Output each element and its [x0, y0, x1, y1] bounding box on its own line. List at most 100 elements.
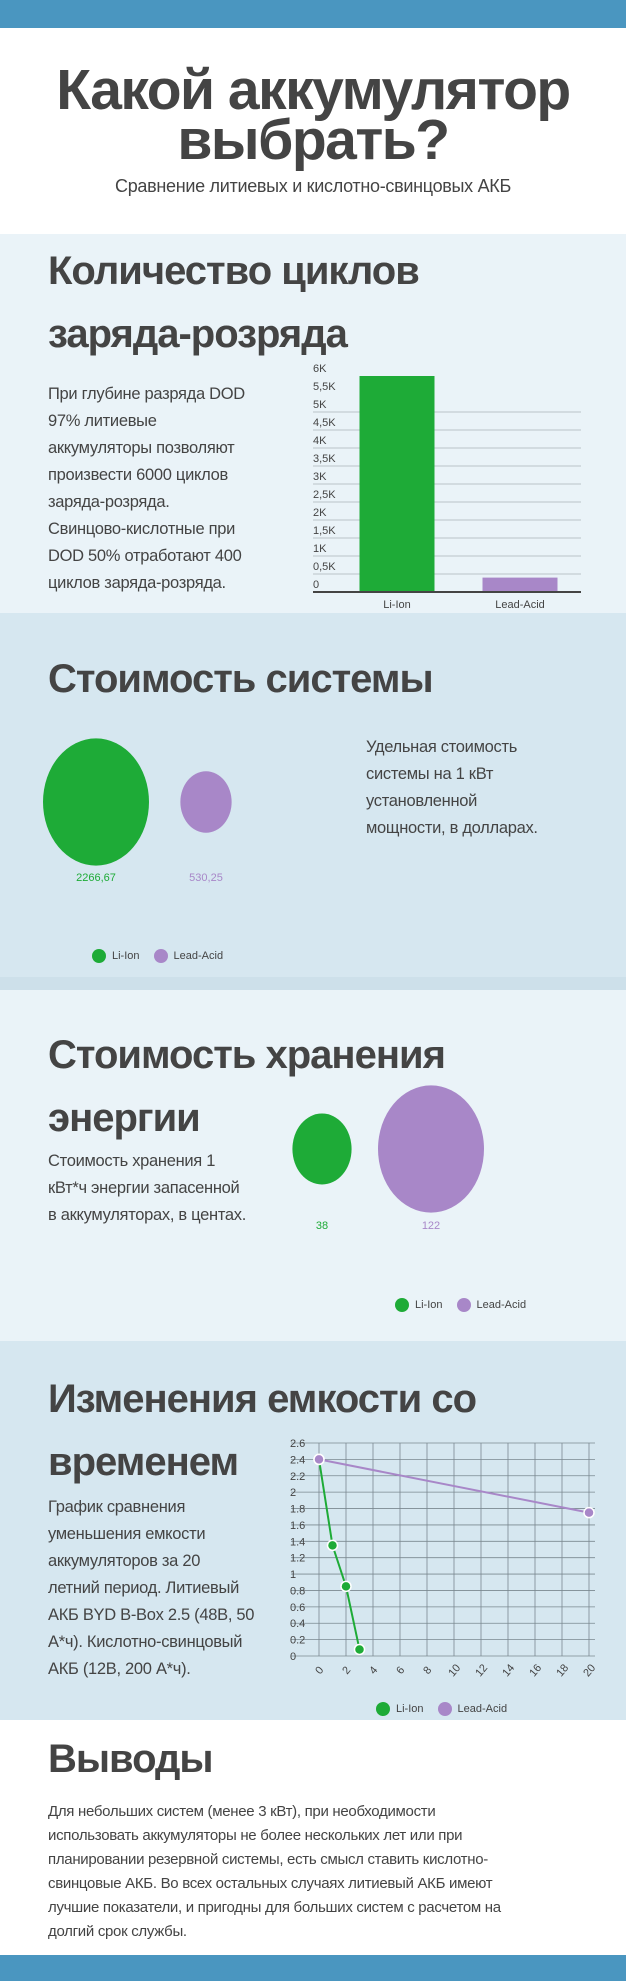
- conclusion-title: Выводы: [48, 1737, 214, 1781]
- y-tick-label: 0.8: [290, 1585, 305, 1597]
- text-line: лучшие показатели, и пригодны для больши…: [48, 1899, 501, 1916]
- bubble-li-ion: [292, 1113, 352, 1185]
- bubble-lead-acid: [378, 1085, 484, 1213]
- x-tick-label: 2: [340, 1664, 353, 1676]
- text-line: АКБ BYD B-Box 2.5 (48В, 50: [48, 1606, 255, 1624]
- y-tick-label: 1K: [313, 543, 327, 555]
- header: Какой аккумулятор выбрать? Сравнение лит…: [0, 28, 626, 234]
- text-line: аккумуляторов за 20: [48, 1552, 201, 1570]
- y-tick-label: 5K: [313, 399, 327, 411]
- bubble-lead-acid: [180, 771, 232, 833]
- y-tick-label: 1.2: [290, 1553, 305, 1565]
- capacity-section: Изменения емкости со временем График сра…: [0, 1341, 626, 1720]
- text-line: График сравнения: [48, 1498, 186, 1516]
- text-line: использовать аккумуляторы не более неско…: [48, 1827, 463, 1844]
- conclusion-section: Выводы Для небольших систем (менее 3 кВт…: [0, 1720, 626, 1955]
- y-tick-label: 2.6: [290, 1438, 305, 1450]
- x-tick-label: 18: [554, 1662, 571, 1679]
- y-tick-label: 5,5K: [313, 381, 336, 393]
- y-tick-label: 4,5K: [313, 417, 336, 429]
- text-line: аккумуляторы позволяют: [48, 439, 235, 457]
- legend-label[interactable]: Li-Ion: [396, 1703, 424, 1715]
- data-point: [583, 1506, 595, 1519]
- storage-cost-section: Стоимость хранения энергии Стоимость хра…: [0, 990, 626, 1341]
- divider-stripe: [0, 977, 626, 990]
- text-line: кВт*ч энергии запасенной: [48, 1179, 240, 1197]
- cycles-text: При глубине разряда DOD 97% литиевые аккум…: [48, 381, 288, 597]
- y-tick-label: 1.8: [290, 1504, 305, 1516]
- legend-label[interactable]: Li-Ion: [112, 950, 140, 962]
- x-tick-label: 10: [446, 1662, 463, 1679]
- storage-cost-title-line1: Стоимость хранения: [48, 1033, 446, 1077]
- x-tick-label: 0: [313, 1664, 326, 1676]
- text-line: При глубине разряда DOD: [48, 385, 245, 403]
- y-tick-label: 2K: [313, 507, 327, 519]
- text-line: DOD 50% отработают 400: [48, 547, 242, 565]
- capacity-title-line2: временем: [48, 1440, 239, 1484]
- bubble-value-label: 2266,67: [76, 872, 116, 884]
- y-tick-label: 0.2: [290, 1635, 305, 1647]
- data-point: [340, 1580, 352, 1593]
- system-cost-text: Удельная стоимость системы на 1 кВт устано…: [366, 734, 606, 842]
- conclusion-text: Для небольших систем (менее 3 кВт), при …: [48, 1800, 608, 1944]
- legend-dot-li-ion-icon: [92, 949, 106, 963]
- legend-dot-lead-acid-icon: [456, 1298, 471, 1312]
- legend-label[interactable]: Lead-Acid: [457, 1703, 508, 1715]
- y-tick-label: 3K: [313, 471, 327, 483]
- x-tick-label: 16: [527, 1662, 544, 1679]
- text-line: долгий срок службы.: [48, 1923, 187, 1940]
- y-tick-label: 0,5K: [313, 561, 336, 573]
- text-line: произвести 6000 циклов: [48, 466, 228, 484]
- capacity-title-line1: Изменения емкости со: [48, 1377, 477, 1421]
- top-bar: [0, 0, 626, 28]
- capacity-legend: Li-Ion Lead-Acid: [376, 1702, 515, 1716]
- legend-label[interactable]: Lead-Acid: [173, 950, 224, 962]
- system-cost-section: Стоимость системы Удельная стоимость сист…: [0, 613, 626, 977]
- bubble-value-label: 38: [316, 1220, 328, 1232]
- legend-dot-lead-acid-icon: [437, 1702, 452, 1716]
- x-tick-label: Li-Ion: [383, 599, 411, 611]
- legend-dot-lead-acid-icon: [153, 949, 168, 963]
- data-point: [326, 1539, 339, 1552]
- x-tick-label: Lead-Acid: [495, 599, 545, 611]
- text-line: системы на 1 кВт: [366, 765, 494, 783]
- text-line: Удельная стоимость: [366, 738, 518, 756]
- page-title-line2: выбрать?: [177, 108, 450, 172]
- system-cost-legend: Li-Ion Lead-Acid: [92, 949, 231, 963]
- text-line: в аккумуляторах, в центах.: [48, 1206, 246, 1224]
- x-tick-label: 6: [394, 1664, 407, 1676]
- page-title-line1: Какой аккумулятор: [56, 58, 571, 122]
- cycles-title-line2: заряда-розряда: [48, 312, 348, 356]
- data-point: [353, 1643, 366, 1656]
- bubble-li-ion: [43, 738, 149, 866]
- storage-cost-text: Стоимость хранения 1 кВт*ч энергии запасе…: [48, 1148, 308, 1229]
- text-line: циклов заряда-розряда.: [48, 574, 226, 592]
- legend-dot-li-ion-icon: [376, 1702, 390, 1716]
- system-cost-title: Стоимость системы: [48, 657, 434, 701]
- legend-label[interactable]: Li-Ion: [415, 1299, 443, 1311]
- y-tick-label: 0: [290, 1651, 296, 1663]
- data-point: [313, 1453, 325, 1466]
- y-tick-label: 0.6: [290, 1602, 305, 1614]
- storage-cost-title-line2: энергии: [48, 1096, 201, 1140]
- capacity-text: График сравнения уменьшения емкости аккуму…: [48, 1494, 298, 1683]
- text-line: А*ч). Кислотно-свинцовый: [48, 1633, 243, 1651]
- legend-dot-li-ion-icon: [395, 1298, 409, 1312]
- y-tick-label: 1,5K: [313, 525, 336, 537]
- bar-li-ion: [359, 376, 435, 592]
- text-line: 97% литиевые: [48, 412, 157, 430]
- y-tick-label: 3,5K: [313, 453, 336, 465]
- text-line: Свинцово-кислотные при: [48, 520, 236, 538]
- legend-label[interactable]: Lead-Acid: [476, 1299, 527, 1311]
- x-tick-label: 14: [500, 1662, 517, 1679]
- x-tick-label: 8: [421, 1664, 434, 1676]
- cycles-bar-chart: 0 0,5K 1K 1,5K 2K 2,5K 3K 3,5K 4K 4,5K 5K 5,5K 6K Li-…: [313, 363, 581, 611]
- bubble-value-label: 122: [422, 1220, 440, 1232]
- bar-lead-acid: [482, 577, 558, 592]
- y-tick-label: 2.4: [290, 1454, 305, 1466]
- y-tick-label: 4K: [313, 435, 327, 447]
- bottom-bar: [0, 1955, 626, 1981]
- bubble-value-label: 530,25: [189, 872, 223, 884]
- text-line: мощности, в долларах.: [366, 819, 538, 837]
- series-line-lead-acid: [318, 1458, 590, 1514]
